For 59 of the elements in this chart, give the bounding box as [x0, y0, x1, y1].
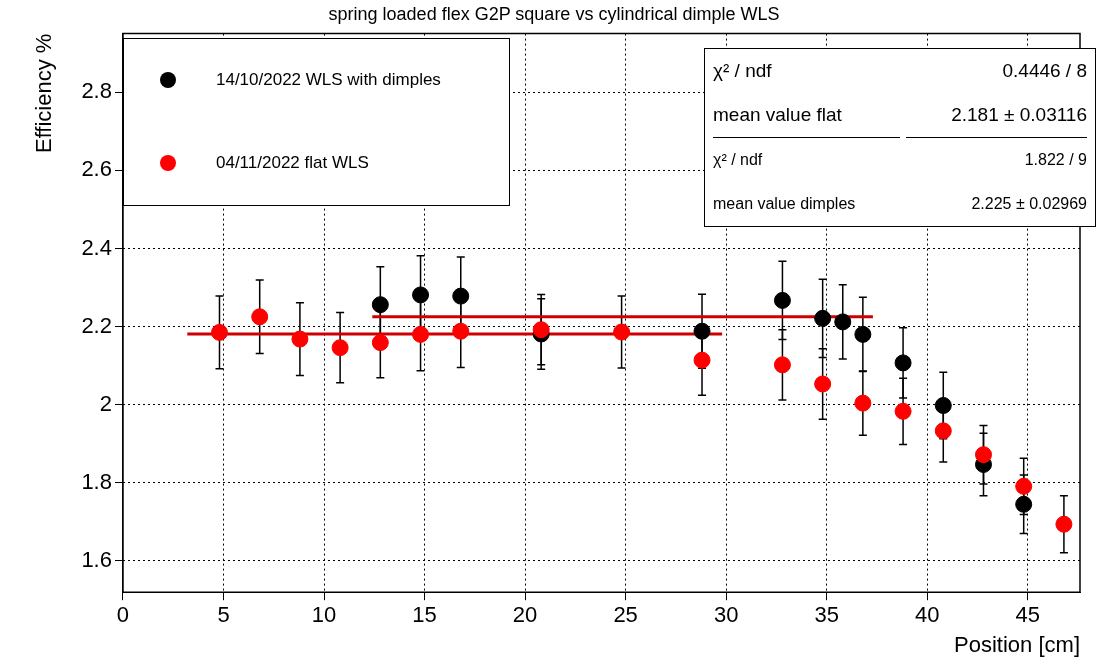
y-tick-label: 1.8 [81, 468, 112, 494]
annotation: 1.822 / 9 [906, 137, 1087, 182]
x-tick-label: 40 [914, 602, 940, 628]
point [210, 323, 228, 341]
point [452, 287, 470, 305]
x-axis-title: Position [cm] [954, 631, 1080, 657]
point [693, 351, 711, 369]
point [814, 309, 832, 327]
x-tick-label: 30 [713, 602, 739, 628]
point [773, 291, 791, 309]
y-tick-label: 2.6 [81, 156, 112, 182]
point [1015, 495, 1033, 513]
point [412, 325, 430, 343]
point [1055, 515, 1073, 533]
point [894, 354, 912, 372]
point [693, 322, 711, 340]
point [854, 394, 872, 412]
point [371, 296, 389, 314]
x-tick-label: 25 [613, 602, 638, 628]
point [974, 446, 992, 464]
point [814, 375, 832, 393]
annotation: 2.181 ± 0.03116 [950, 103, 1087, 127]
y-tick-label: 2.2 [81, 312, 112, 338]
y-tick-label: 2 [99, 390, 112, 416]
x-tick-label: 20 [512, 602, 538, 628]
point [251, 308, 269, 326]
point [331, 339, 349, 357]
annotation: χ² / ndf [713, 59, 773, 83]
chart-title: spring loaded flex G2P square vs cylindrical dimple WLS [328, 3, 780, 24]
point [894, 402, 912, 420]
point [934, 422, 952, 440]
point [532, 321, 550, 339]
annotation: χ² / ndf [713, 137, 901, 182]
x-tick-label: 10 [311, 602, 337, 628]
point [291, 330, 309, 348]
annotation: mean value dimples [713, 194, 857, 214]
x-tick-label: 0 [116, 602, 130, 628]
y-tick-label: 2.8 [81, 78, 112, 104]
point [1015, 477, 1033, 495]
y-tick-label: 2.4 [81, 234, 112, 260]
x-tick-label: 35 [814, 602, 839, 628]
x-tick-label: 45 [1015, 602, 1040, 628]
legend-label: 04/11/2022 flat WLS [215, 153, 369, 174]
x-tick-label: 5 [217, 602, 230, 628]
point [412, 286, 430, 304]
point [371, 334, 389, 352]
annotation: mean value flat [713, 103, 843, 127]
legend-label: 14/10/2022 WLS with dimples [215, 70, 441, 91]
point [934, 396, 952, 414]
point [834, 313, 852, 331]
point [773, 356, 791, 374]
y-tick-label: 1.6 [81, 547, 112, 573]
annotation: 2.225 ± 0.02969 [970, 194, 1087, 214]
annotation: 0.4446 / 8 [1001, 59, 1087, 83]
point [452, 322, 470, 340]
point [613, 323, 631, 341]
x-tick-label: 15 [412, 602, 437, 628]
point [854, 325, 872, 343]
y-axis-title: Efficiency % [31, 33, 57, 154]
